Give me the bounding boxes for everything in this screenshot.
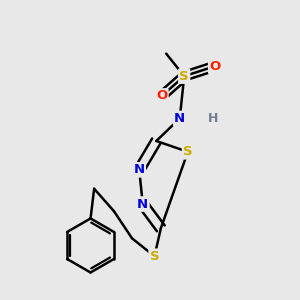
Text: S: S — [150, 250, 159, 263]
Text: N: N — [137, 197, 148, 211]
Text: N: N — [134, 163, 145, 176]
Text: S: S — [183, 145, 193, 158]
Text: O: O — [156, 89, 167, 103]
Text: S: S — [179, 70, 189, 83]
Text: N: N — [174, 112, 185, 125]
Text: H: H — [208, 112, 218, 125]
Text: O: O — [209, 60, 220, 73]
